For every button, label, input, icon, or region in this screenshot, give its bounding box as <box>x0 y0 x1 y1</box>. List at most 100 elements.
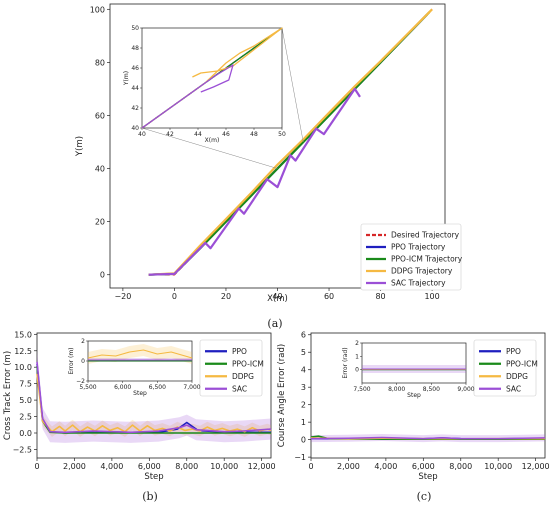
inset-x-tick-label: 7,500 <box>353 386 370 393</box>
y-tick-label: 6 <box>301 331 306 340</box>
inset-y-tick-label: −2 <box>76 378 85 385</box>
x-tick-label: 4,000 <box>100 462 123 471</box>
inset-y-tick-label: 48 <box>131 45 139 52</box>
inset-y-axis-label: Error (rad) <box>342 347 349 378</box>
legend-b: PPO PPO-ICM DDPG SAC <box>199 339 264 397</box>
inset-x-tick-label: 7,000 <box>183 384 200 391</box>
chart-c: 0 2,000 4,000 6,000 8,000 10,000 12,000−101234… <box>277 331 550 482</box>
y-axis-label: Y(m) <box>75 136 85 157</box>
x-tick-label: 6,000 <box>138 462 161 471</box>
inset-band <box>88 344 192 364</box>
inset-x-axis-label: Step <box>407 392 421 399</box>
inset-x-axis-label: X(m) <box>205 137 220 144</box>
y-tick-label: −2.5 <box>13 445 32 454</box>
y-tick-label: 12.5 <box>14 347 32 356</box>
x-tick-label: 80 <box>375 292 385 301</box>
legend-frame <box>360 223 462 291</box>
x-tick-label: 8,000 <box>449 462 472 471</box>
inset-y-tick-label: 0 <box>81 358 85 365</box>
x-tick-label: 60 <box>324 292 334 301</box>
legend-label: PPO-ICM <box>232 359 264 368</box>
legend-label: PPO-ICM <box>506 359 538 368</box>
inset-y-axis-label: Error (m) <box>68 347 75 374</box>
inset-x-tick-label: 42 <box>166 131 174 138</box>
y-tick-label: 5 <box>301 348 306 357</box>
y-tick-label: 5.0 <box>19 396 32 405</box>
legend-c: PPO PPO-ICM DDPG SAC <box>473 339 538 397</box>
y-tick-label: 1 <box>301 418 306 427</box>
x-tick-label: 20 <box>221 292 231 301</box>
inset-x-tick-label: 48 <box>250 131 258 138</box>
inset-x-tick-label: 8,500 <box>423 386 440 393</box>
legend-label: PPO <box>232 347 247 356</box>
inset-x-tick-label: 6,500 <box>149 384 166 391</box>
legend-label: DDPG <box>232 372 254 381</box>
x-axis-label: Step <box>418 472 437 482</box>
inset-y-tick-label: 50 <box>131 25 139 32</box>
x-tick-label: 2,000 <box>63 462 86 471</box>
legend-label: PPO-ICM Trajectory <box>391 255 463 264</box>
inset-y-axis-label: Y(m) <box>123 71 130 86</box>
legend-label: PPO <box>506 347 521 356</box>
y-tick-label: 4 <box>301 366 306 375</box>
series-line <box>36 361 272 434</box>
x-tick-label: 8,000 <box>175 462 198 471</box>
y-tick-label: 2.5 <box>19 413 32 422</box>
x-tick-label: 10,000 <box>484 462 512 471</box>
x-axis-label: Step <box>144 472 163 482</box>
y-tick-label: 15.0 <box>14 330 32 339</box>
x-tick-label: 0 <box>34 462 39 471</box>
x-tick-label: 10,000 <box>210 462 238 471</box>
y-tick-label: 60 <box>95 111 105 120</box>
inset-x-tick-label: 6,000 <box>114 384 131 391</box>
inset-y-tick-label: 2 <box>81 338 85 345</box>
inset-x-axis-label: Step <box>133 390 147 397</box>
panel-label-a: (a) <box>267 317 282 330</box>
legend-label: PPO Trajectory <box>391 243 446 252</box>
legend-frame <box>199 339 263 397</box>
inset-x-tick-label: 46 <box>222 131 230 138</box>
y-tick-label: 2 <box>301 401 306 410</box>
zoom-connector <box>141 127 278 169</box>
y-tick-label: 20 <box>95 218 105 227</box>
inset-c: 7,500 8,000 8,500 9,000 0 1 2 Step Error (rad) <box>342 340 475 399</box>
inset-y-tick-label: 2 <box>355 340 359 347</box>
x-tick-label: 0 <box>172 292 177 301</box>
series-line <box>148 87 361 276</box>
x-tick-label: 0 <box>308 462 313 471</box>
inset-x-tick-label: 40 <box>138 131 146 138</box>
inset-frame <box>361 342 467 384</box>
inset-series-line <box>87 349 193 359</box>
x-tick-label: 2,000 <box>337 462 360 471</box>
x-tick-label: 12,000 <box>248 462 276 471</box>
y-tick-label: 0 <box>301 436 306 445</box>
y-tick-label: 7.5 <box>19 380 32 389</box>
inset-y-tick-label: 0 <box>355 367 359 374</box>
x-tick-label: 6,000 <box>412 462 435 471</box>
legend-label: DDPG Trajectory <box>391 267 453 276</box>
inset-series-line <box>141 64 234 129</box>
y-tick-label: 0 <box>100 271 105 280</box>
inset-y-tick-label: 1 <box>355 353 359 360</box>
x-tick-label: −20 <box>114 292 131 301</box>
legend-label: SAC <box>506 384 521 393</box>
y-axis-label: Cross Track Error (m) <box>3 351 13 440</box>
inset-b: 5,500 6,000 6,500 7,000 −2 0 2 Step Error (m) <box>68 338 201 397</box>
x-axis-label: X(m) <box>267 294 288 304</box>
inset-x-tick-label: 8,000 <box>388 386 405 393</box>
y-tick-label: 10.0 <box>14 363 32 372</box>
y-tick-label: 3 <box>301 383 306 392</box>
plots-layer: −20 0 20 40 60 80 100020406080100X(m)Y(m)Desir… <box>3 3 550 482</box>
y-tick-label: 40 <box>95 165 105 174</box>
inset-x-tick-label: 44 <box>194 131 202 138</box>
y-tick-label: −1 <box>294 453 306 462</box>
y-tick-label: 100 <box>90 5 105 14</box>
inset-y-tick-label: 44 <box>131 85 139 92</box>
inset-x-tick-label: 9,000 <box>457 386 474 393</box>
series-line <box>148 8 433 276</box>
panel-label-c: (c) <box>417 490 432 503</box>
x-tick-label: 4,000 <box>374 462 397 471</box>
inset-y-tick-label: 40 <box>131 125 139 132</box>
legend-frame <box>473 339 537 397</box>
